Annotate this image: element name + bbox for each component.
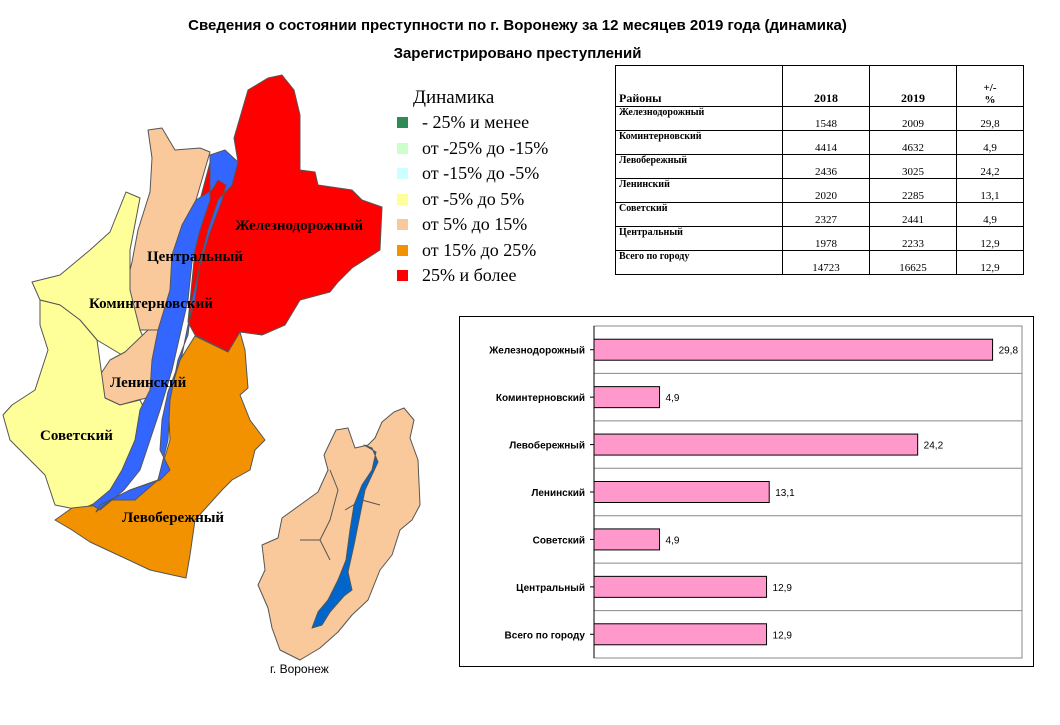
cell-change: 12,9 [956, 250, 1024, 275]
label-levoberezhny: Левобережный [122, 510, 225, 526]
cell-change: 12,9 [956, 226, 1024, 251]
inset-caption: г. Воронеж [270, 662, 329, 676]
category-label: Ленинский [531, 488, 585, 499]
header-change-bottom: % [984, 94, 996, 106]
table-row: Советский 2327 2441 4,9 [615, 202, 1024, 227]
legend-swatch [397, 244, 408, 256]
category-label: Центральный [516, 583, 585, 594]
legend-swatch [397, 219, 408, 230]
value-label: 4,9 [666, 393, 680, 404]
inset-map [257, 407, 421, 661]
table-row: Коминтерновский 4414 4632 4,9 [615, 130, 1024, 155]
legend-swatch [397, 270, 408, 281]
label-sovetsky: Советский [40, 428, 113, 444]
cell-district: Советский [615, 202, 783, 227]
bar [593, 481, 770, 503]
river [91, 149, 239, 513]
cell-2018: 2436 [782, 154, 870, 179]
legend-title: Динамика [413, 87, 495, 108]
table-row: Всего по городу 14723 16625 12,9 [615, 250, 1024, 275]
legend-swatch [397, 142, 408, 154]
cell-2019: 2441 [869, 202, 957, 227]
legend-swatch [397, 193, 408, 205]
label-zheleznodorozhny: Железнодорожный [235, 218, 363, 234]
cell-2019: 16625 [869, 250, 957, 275]
bar [593, 338, 994, 361]
legend-label: 25% и более [422, 265, 517, 285]
label-tsentralny: Центральный [147, 249, 243, 265]
legend-swatch [397, 168, 408, 179]
cell-change: 24,2 [956, 154, 1024, 179]
crime-table: Районы 2018 2019 +/- % Железнодорожный 15… [615, 65, 1024, 275]
cell-district: Ленинский [615, 178, 783, 203]
legend-label: - 25% и менее [422, 112, 530, 132]
page-subtitle: Зарегистрировано преступлений [393, 45, 642, 62]
cell-2018: 1548 [782, 106, 870, 131]
table-row: Ленинский 2020 2285 13,1 [615, 178, 1024, 203]
cell-2018: 2327 [782, 202, 870, 227]
header-change-top: +/- [983, 82, 997, 94]
cell-2018: 2020 [782, 178, 870, 203]
header-district: Районы [615, 65, 783, 107]
category-label: Железнодорожный [488, 346, 585, 357]
cell-2018: 4414 [782, 130, 870, 155]
header-2018: 2018 [782, 65, 870, 107]
cell-2019: 2009 [869, 106, 957, 131]
value-label: 12,9 [773, 630, 793, 641]
cell-2018: 14723 [782, 250, 870, 275]
cell-district: Железнодорожный [615, 106, 783, 131]
bar [593, 575, 768, 598]
category-label: Левобережный [509, 440, 585, 452]
category-label: Коминтерновский [496, 393, 585, 404]
cell-2018: 1978 [782, 226, 870, 251]
label-kominternovsky: Коминтерновский [89, 296, 213, 312]
value-label: 13,1 [775, 488, 795, 499]
cell-district: Центральный [615, 226, 783, 251]
bar [593, 386, 661, 409]
table-row: Левобережный 2436 3025 24,2 [615, 154, 1024, 179]
table-header-row: Районы 2018 2019 +/- % [615, 65, 1024, 107]
table-row: Железнодорожный 1548 2009 29,8 [615, 106, 1024, 131]
value-label: 29,8 [999, 346, 1019, 357]
label-leninsky: Ленинский [110, 375, 187, 391]
legend-label: от -5% до 5% [422, 188, 525, 209]
cell-2019: 2285 [869, 178, 957, 203]
header-2019: 2019 [869, 65, 957, 107]
legend-label: от -25% до -15% [422, 137, 549, 158]
district-sovetsky[interactable] [2, 299, 151, 511]
bar [593, 433, 919, 456]
bar-chart-svg: Железнодорожный 29,8 Коминтерновский 4,9 Лев… [488, 325, 1023, 659]
legend-label: от 5% до 15% [422, 214, 528, 234]
cell-change: 13,1 [956, 178, 1024, 203]
cell-2019: 2233 [869, 226, 957, 251]
header-change: +/- % [956, 65, 1024, 107]
value-label: 4,9 [666, 535, 680, 546]
cell-district: Коминтерновский [615, 130, 783, 155]
cell-change: 4,9 [956, 130, 1024, 155]
bar [593, 528, 661, 551]
legend-swatch [397, 117, 408, 128]
cell-change: 29,8 [956, 106, 1024, 131]
cell-2019: 4632 [869, 130, 957, 155]
page-title: Сведения о состоянии преступности по г. … [188, 17, 847, 34]
cell-district: Всего по городу [615, 250, 783, 275]
legend-label: от -15% до -5% [422, 163, 540, 183]
bar-chart: Железнодорожный 29,8 Коминтерновский 4,9 Лев… [459, 316, 1034, 667]
value-label: 24,2 [924, 441, 944, 452]
cell-district: Левобережный [615, 154, 783, 179]
cell-change: 4,9 [956, 202, 1024, 227]
category-label: Всего по городу [505, 630, 586, 641]
table-row: Центральный 1978 2233 12,9 [615, 226, 1024, 251]
cell-2019: 3025 [869, 154, 957, 179]
bar [593, 623, 768, 646]
legend-label: от 15% до 25% [422, 239, 537, 260]
value-label: 12,9 [773, 583, 793, 594]
category-label: Советский [533, 535, 585, 546]
